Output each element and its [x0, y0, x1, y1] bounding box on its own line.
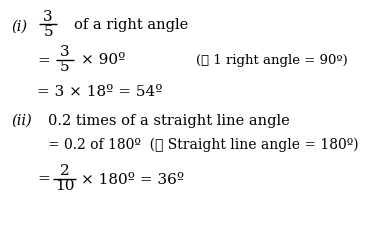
Text: 0.2 times of a straight line angle: 0.2 times of a straight line angle: [48, 114, 290, 128]
Text: (ii): (ii): [11, 114, 32, 128]
Text: 5: 5: [60, 60, 70, 74]
Text: =: =: [37, 173, 50, 187]
Text: × 180º = 36º: × 180º = 36º: [81, 173, 185, 187]
Text: = 3 × 18º = 54º: = 3 × 18º = 54º: [37, 85, 162, 99]
Text: of a right angle: of a right angle: [74, 18, 188, 32]
Text: 5: 5: [43, 25, 53, 39]
Text: 3: 3: [60, 45, 70, 59]
Text: =: =: [37, 54, 50, 68]
Text: (i): (i): [11, 20, 27, 34]
Text: 3: 3: [43, 10, 53, 24]
Text: 10: 10: [55, 179, 74, 193]
Text: = 0.2 of 180º  (∴ Straight line angle = 180º): = 0.2 of 180º (∴ Straight line angle = 1…: [48, 138, 359, 152]
Text: × 90º: × 90º: [81, 53, 126, 68]
Text: 2: 2: [60, 164, 70, 178]
Text: (∴ 1 right angle = 90º): (∴ 1 right angle = 90º): [196, 54, 348, 67]
